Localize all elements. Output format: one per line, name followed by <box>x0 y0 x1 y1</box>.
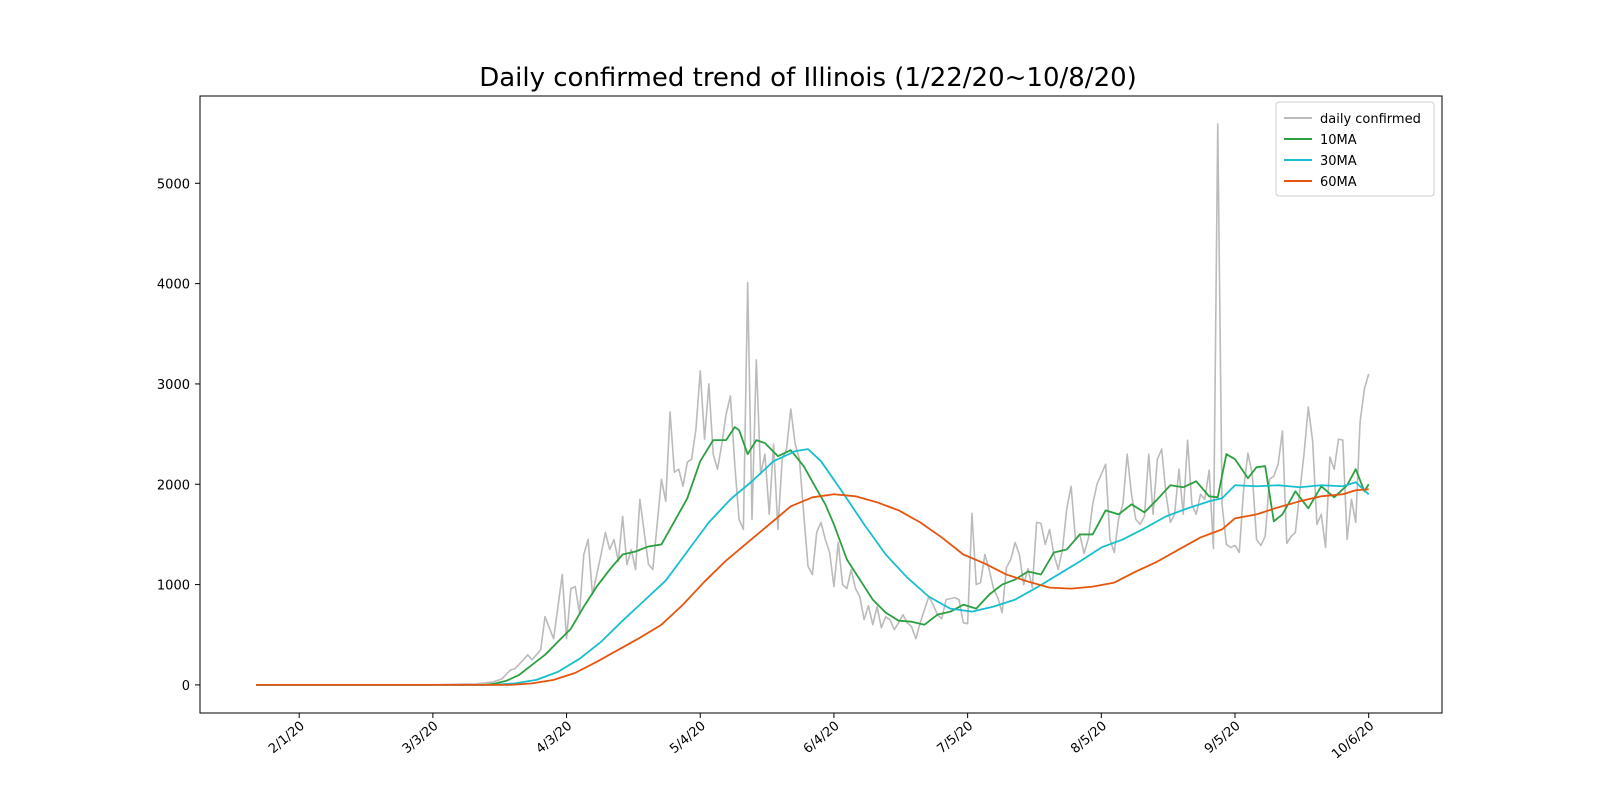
y-tick-label: 4000 <box>157 278 190 293</box>
y-tick-label: 5000 <box>157 177 190 192</box>
legend: daily confirmed 10MA 30MA 60MA <box>1275 101 1435 197</box>
legend-label-30ma: 30MA <box>1320 154 1357 169</box>
series-line-30ma <box>256 448 1370 686</box>
legend-box <box>1275 101 1435 197</box>
series-line-10ma <box>256 426 1370 686</box>
legend-label-daily-confirmed: daily confirmed <box>1320 112 1421 127</box>
y-tick-label: 1000 <box>157 579 190 594</box>
series-line-60ma <box>256 488 1369 686</box>
legend-label-10ma: 10MA <box>1320 133 1357 148</box>
y-tick-label: 3000 <box>157 378 190 393</box>
axes-frame <box>199 95 1443 714</box>
series-line-daily-confirmed <box>256 123 1370 686</box>
y-tick-label: 0 <box>182 679 190 694</box>
chart-title: Daily confirmed trend of Illinois (1/22/… <box>479 63 1137 93</box>
legend-label-60ma: 60MA <box>1320 175 1357 190</box>
y-tick-label: 2000 <box>157 478 190 493</box>
